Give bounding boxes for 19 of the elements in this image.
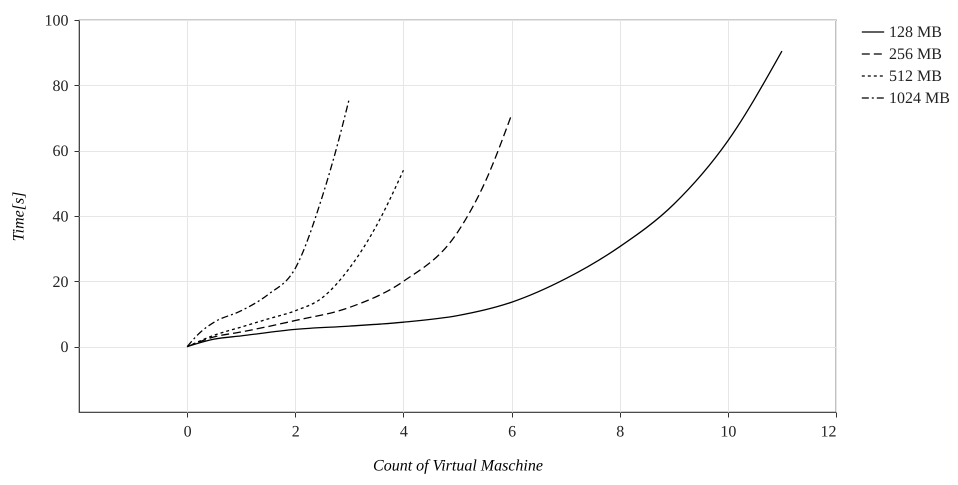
x-tick-label: 2 — [292, 424, 300, 440]
y-tick-label: 20 — [52, 274, 68, 291]
legend-label: 512 MB — [889, 68, 942, 85]
x-tick-label: 6 — [508, 424, 516, 440]
x-tick-label: 8 — [616, 424, 624, 440]
y-tick-label: 60 — [52, 143, 68, 160]
x-tick-label: 0 — [184, 424, 192, 440]
legend-label: 128 MB — [889, 24, 942, 41]
legend-label: 1024 MB — [889, 90, 950, 107]
x-axis-title: Count of Virtual Maschine — [373, 458, 543, 474]
y-tick-label: 80 — [52, 78, 68, 95]
legend-label: 256 MB — [889, 46, 942, 63]
y-tick-label: 0 — [60, 339, 68, 356]
y-tick-label: 100 — [44, 12, 68, 30]
y-tick-label: 40 — [52, 208, 68, 226]
y-axis-title: Time[s] — [10, 192, 28, 242]
x-tick-label: 12 — [820, 424, 836, 440]
x-tick-label: 10 — [720, 424, 736, 440]
x-tick-label: 4 — [400, 424, 408, 440]
